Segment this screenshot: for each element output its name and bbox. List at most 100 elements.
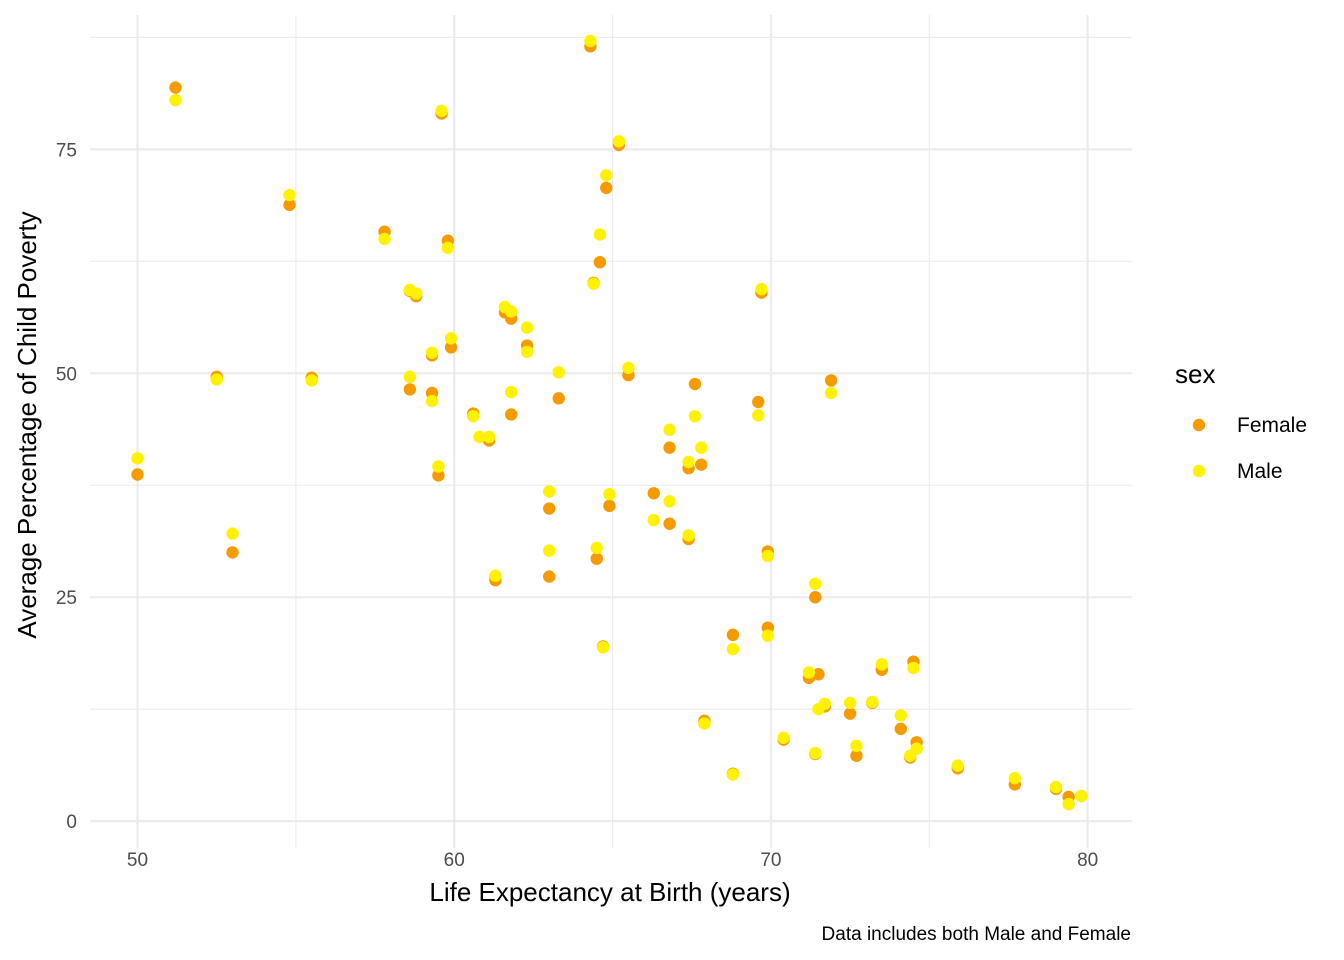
data-point-female: [593, 256, 607, 269]
data-point-male: [809, 746, 822, 760]
data-point-male: [843, 696, 857, 710]
data-point-male: [590, 541, 603, 555]
data-point-female: [688, 377, 702, 391]
data-point-male: [647, 513, 660, 527]
data-point-male: [894, 709, 907, 722]
data-point-male: [875, 658, 888, 671]
data-point-female: [552, 392, 565, 405]
y-tick-label: 75: [56, 140, 77, 161]
data-point-female: [894, 722, 907, 736]
y-tick-label: 0: [66, 812, 77, 833]
data-point-female: [850, 749, 863, 762]
data-point-male: [802, 666, 816, 679]
data-point-female: [226, 546, 239, 559]
data-point-male: [866, 695, 879, 709]
series-male-points: [131, 34, 1088, 811]
data-point-male: [682, 455, 695, 469]
data-point-female: [647, 487, 660, 500]
series-female-points: [131, 40, 1088, 804]
data-point-male: [520, 321, 534, 334]
data-point-male: [622, 361, 635, 375]
data-point-male: [305, 374, 318, 387]
data-point-female: [663, 441, 676, 454]
y-tick-label: 25: [56, 588, 77, 609]
data-point-male: [283, 188, 296, 202]
data-point-male: [432, 460, 445, 473]
data-point-male: [682, 529, 695, 542]
data-point-male: [910, 742, 923, 755]
data-point-male: [761, 549, 774, 563]
grid: [90, 15, 1132, 848]
data-point-male: [777, 731, 790, 745]
data-point-male: [505, 305, 518, 318]
data-point-male: [169, 93, 182, 107]
data-point-male: [552, 366, 565, 379]
legend-key-female: [1192, 418, 1206, 432]
data-point-male: [809, 577, 822, 590]
data-point-female: [131, 468, 144, 481]
data-point-male: [726, 642, 740, 656]
data-point-female: [809, 591, 822, 604]
data-point-male: [603, 487, 616, 501]
x-tick-label: 80: [1077, 850, 1098, 871]
data-point-male: [688, 410, 702, 423]
data-point-male: [584, 34, 597, 48]
data-point-male: [596, 641, 610, 654]
data-point-male: [425, 346, 439, 359]
data-point-female: [663, 517, 676, 530]
data-point-female: [505, 408, 518, 421]
data-point-male: [473, 430, 486, 444]
data-point-male: [663, 423, 676, 436]
data-point-female: [726, 628, 740, 642]
chart-caption: Data includes both Male and Female: [822, 924, 1131, 945]
data-point-male: [467, 410, 480, 423]
data-point-female: [600, 181, 613, 195]
data-point-male: [1049, 780, 1063, 794]
x-tick-label: 50: [127, 850, 148, 871]
data-point-male: [403, 370, 417, 384]
data-point-female: [824, 374, 838, 387]
y-axis-ticks: 0 25 50 75: [56, 140, 77, 833]
data-point-male: [444, 332, 458, 345]
data-point-female: [603, 499, 616, 513]
legend-label-female: Female: [1237, 414, 1307, 437]
data-point-male: [435, 104, 448, 118]
data-point-male: [612, 135, 626, 148]
legend-label-male: Male: [1237, 460, 1283, 483]
data-point-male: [226, 527, 239, 540]
data-point-male: [755, 282, 768, 296]
data-point-male: [907, 661, 920, 675]
data-point-female: [543, 502, 556, 515]
x-tick-label: 70: [760, 850, 781, 871]
legend-key-male: [1192, 464, 1206, 478]
data-point-male: [482, 430, 496, 444]
data-point-male: [425, 394, 439, 408]
y-axis-title: Average Percentage of Child Poverty: [12, 211, 42, 638]
data-point-female: [403, 383, 417, 396]
legend-title: sex: [1175, 359, 1215, 389]
data-point-female: [543, 570, 556, 583]
data-point-male: [593, 228, 607, 241]
data-point-male: [951, 759, 965, 772]
data-point-female: [432, 469, 445, 482]
data-point-female: [444, 341, 458, 354]
data-point-male: [1075, 789, 1088, 803]
x-tick-label: 60: [444, 850, 465, 871]
data-point-male: [131, 452, 144, 465]
legend: sex Female Male: [1175, 359, 1307, 483]
data-point-male: [761, 629, 774, 642]
data-point-male: [824, 386, 838, 400]
data-point-male: [663, 495, 676, 508]
data-point-male: [818, 697, 831, 710]
x-axis-title: Life Expectancy at Birth (years): [429, 877, 790, 907]
data-point-female: [812, 668, 825, 681]
data-point-male: [378, 232, 391, 246]
data-point-male: [505, 385, 518, 399]
data-point-male: [850, 739, 863, 753]
data-point-male: [489, 569, 502, 582]
data-point-female: [752, 395, 765, 409]
data-point-male: [698, 717, 711, 730]
data-point-female: [695, 458, 708, 471]
data-point-male: [543, 485, 556, 498]
